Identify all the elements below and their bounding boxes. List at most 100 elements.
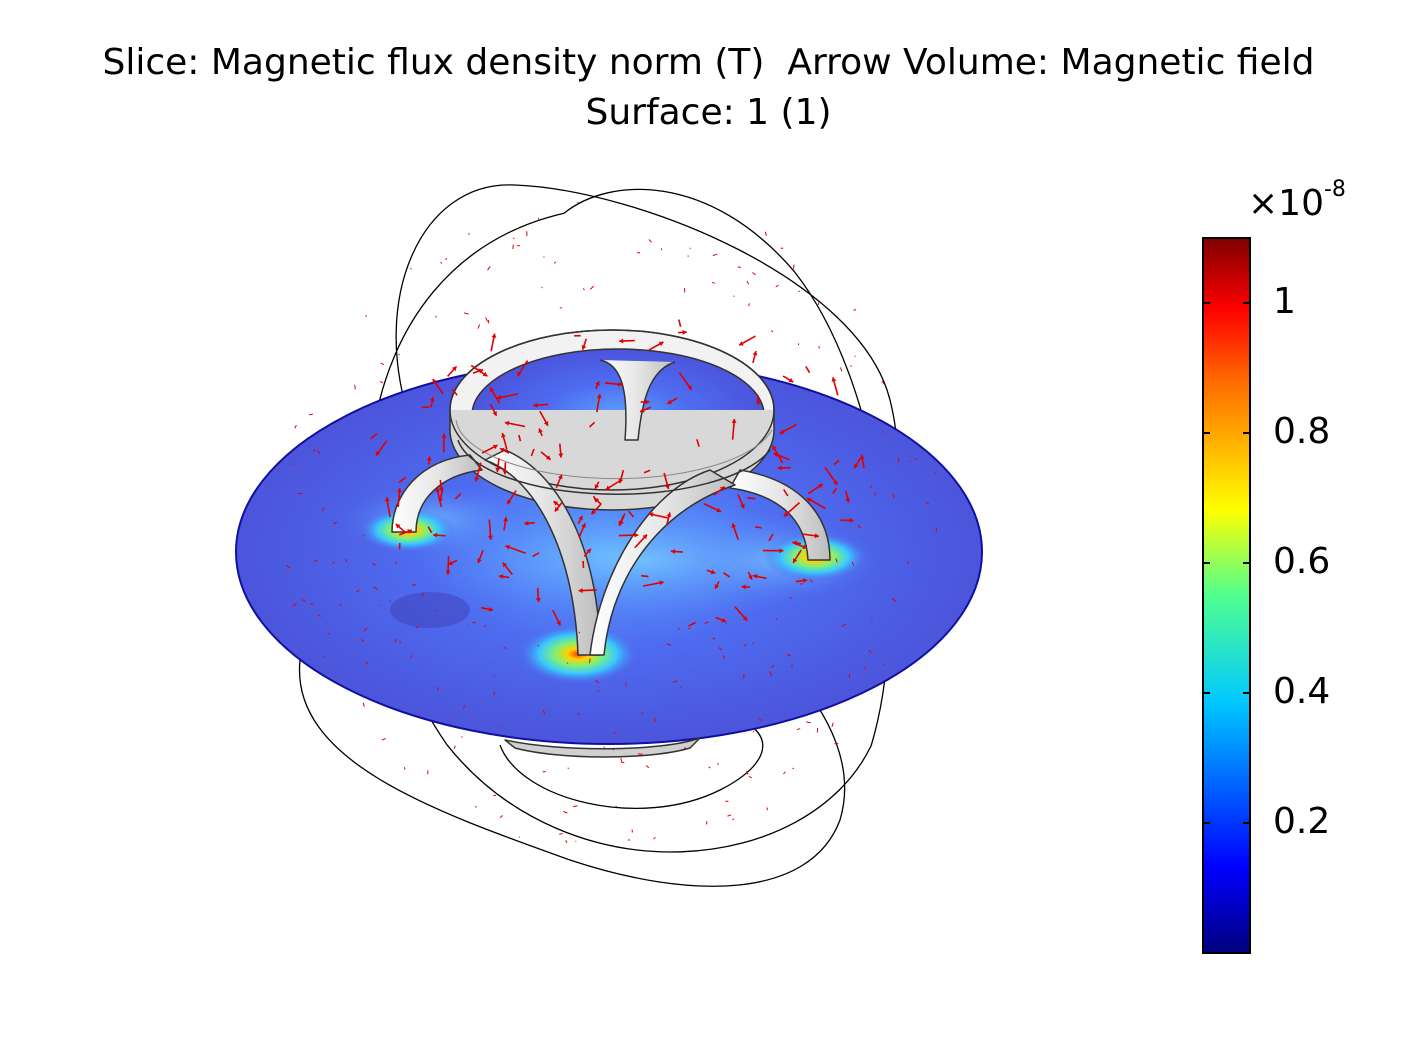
- field-arrow: [933, 472, 936, 475]
- field-arrow-head: [502, 470, 508, 475]
- field-arrow: [871, 617, 873, 620]
- field-arrow: [841, 623, 846, 627]
- field-arrow: [542, 709, 546, 715]
- field-arrow: [883, 663, 886, 666]
- field-arrow: [403, 767, 406, 770]
- field-arrow: [679, 686, 682, 688]
- field-arrow-head: [578, 515, 583, 521]
- field-arrow: [783, 489, 789, 497]
- plot-title-line-2: Surface: 1 (1): [585, 92, 832, 133]
- field-arrow-head: [488, 535, 493, 540]
- field-arrow: [577, 713, 580, 716]
- field-arrow: [696, 439, 700, 447]
- field-arrow: [354, 384, 356, 390]
- colorbar: [1202, 237, 1251, 954]
- field-arrow: [775, 284, 779, 288]
- field-arrow: [915, 457, 918, 460]
- field-arrow: [589, 285, 595, 290]
- field-arrow-head: [501, 433, 506, 438]
- field-arrow-head: [502, 562, 508, 568]
- field-arrow: [723, 655, 725, 659]
- field-arrow: [582, 288, 585, 291]
- field-arrow: [805, 365, 811, 374]
- field-arrow-head: [445, 570, 451, 575]
- field-arrow-head: [474, 476, 480, 482]
- field-arrow: [308, 413, 313, 416]
- field-arrow-head: [507, 499, 512, 505]
- field-arrow-head: [581, 523, 586, 528]
- field-arrow: [688, 621, 696, 627]
- field-arrow: [588, 658, 591, 664]
- field-arrow: [572, 805, 578, 808]
- field-arrow: [727, 814, 732, 817]
- field-arrow-head: [578, 588, 583, 594]
- field-arrow-head: [533, 402, 538, 408]
- field-arrow-head: [682, 329, 687, 335]
- field-arrow-head: [742, 616, 748, 621]
- field-arrow: [708, 766, 711, 769]
- field-arrow-head: [586, 548, 591, 554]
- field-arrow-head: [384, 497, 390, 502]
- field-arrow-head: [731, 523, 737, 528]
- field-arrow-head: [517, 371, 522, 377]
- field-arrow: [840, 367, 843, 372]
- field-arrow: [597, 689, 600, 692]
- field-arrow: [752, 272, 756, 276]
- coil-arch-back: [599, 359, 676, 441]
- field-arrow-head: [645, 399, 650, 405]
- field-arrow: [410, 267, 412, 270]
- field-arrow: [627, 510, 635, 518]
- field-arrow-head: [492, 444, 498, 450]
- coil-structure: [391, 329, 831, 758]
- field-arrow-head: [741, 584, 746, 590]
- field-arrow: [752, 731, 755, 733]
- field-arrow: [718, 647, 723, 651]
- field-arrow: [848, 673, 851, 678]
- coil-bottom-ring: [504, 737, 701, 758]
- field-arrow-head: [433, 532, 438, 538]
- field-arrow: [653, 837, 656, 840]
- field-arrow-head: [720, 486, 725, 491]
- field-arrow: [362, 702, 365, 707]
- field-arrow: [851, 561, 855, 566]
- field-arrow: [504, 646, 506, 650]
- field-arrow: [316, 450, 321, 455]
- field-arrow: [891, 598, 897, 603]
- field-arrow-head: [594, 498, 600, 503]
- field-arrow: [833, 459, 840, 466]
- field-arrow-head: [596, 394, 602, 399]
- colorbar-tick-label: 0.4: [1273, 671, 1331, 712]
- field-arrow: [323, 655, 326, 658]
- field-arrow: [398, 476, 406, 483]
- field-arrow: [666, 643, 671, 646]
- field-arrow: [733, 295, 735, 297]
- field-arrow: [292, 603, 297, 607]
- field-arrow: [294, 424, 297, 429]
- field-arrow-head: [504, 420, 510, 426]
- field-arrow: [643, 469, 651, 474]
- field-arrow: [712, 253, 718, 256]
- field-arrow-head: [779, 429, 785, 434]
- field-arrow: [771, 665, 775, 668]
- field-arrow-head: [558, 474, 563, 480]
- field-arrow: [806, 721, 811, 724]
- colorbar-tick-label: 0.8: [1273, 411, 1331, 452]
- field-arrow-head: [716, 507, 722, 513]
- field-arrow: [451, 388, 458, 396]
- field-arrow-head: [395, 524, 401, 529]
- field-arrow-head: [854, 463, 859, 469]
- field-arrow-head: [714, 584, 720, 589]
- field-arrow-head: [438, 497, 443, 503]
- field-arrow-head: [452, 366, 457, 372]
- field-arrow-head: [538, 428, 543, 433]
- field-arrow: [754, 525, 762, 529]
- field-arrow-head: [849, 517, 854, 523]
- field-arrow: [870, 484, 873, 488]
- field-arrow: [565, 840, 568, 844]
- field-arrow-head: [649, 512, 654, 518]
- field-arrow-head: [833, 480, 838, 486]
- field-arrow-head: [619, 520, 624, 526]
- field-arrow: [613, 731, 616, 734]
- field-arrow: [853, 309, 857, 311]
